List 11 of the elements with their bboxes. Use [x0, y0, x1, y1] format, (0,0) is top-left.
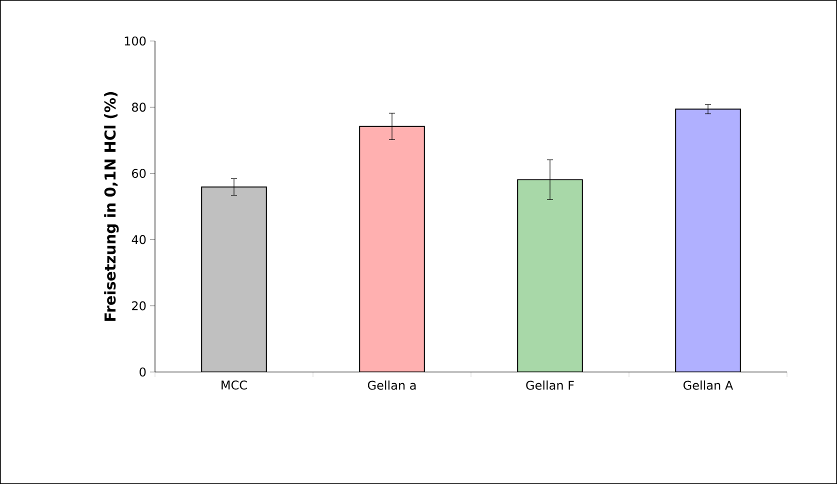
x-tick-label: Gellan A: [684, 380, 734, 390]
y-tick-label: 60: [132, 168, 146, 178]
y-tick-label: 20: [132, 301, 146, 310]
y-tick-label: 0: [140, 367, 146, 377]
x-tick-label: Gellan F: [526, 380, 574, 390]
y-tick-label: 40: [132, 235, 146, 244]
y-axis-title: Freisetzung in 0,1N HCl (%): [104, 92, 119, 321]
x-tick-label: Gellan a: [368, 380, 416, 390]
y-tick-label: 100: [124, 36, 146, 46]
x-tick-label: MCC: [222, 380, 247, 390]
y-tick-label: 80: [132, 102, 146, 112]
